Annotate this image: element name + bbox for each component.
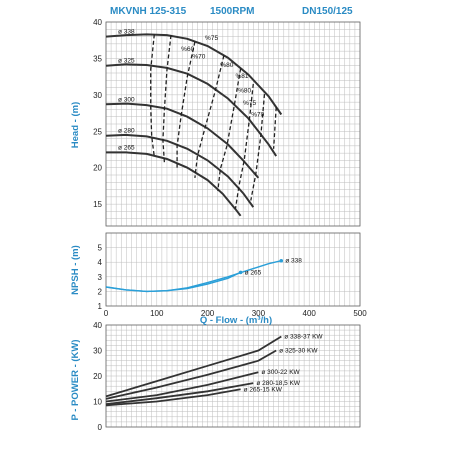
power-curve [105,349,277,400]
head-axis-label: Head - (m) [70,102,81,148]
efficiency-label: %81 [236,73,249,80]
head-curve-label: ø 325 [118,58,135,65]
power-curve-label: ø 265-15 KW [244,386,283,393]
efficiency-label: %70 [251,112,264,119]
head-curve [105,63,278,157]
y-tick-label: 30 [93,91,102,100]
x-axis-label: Q - Flow - (m³/h) [200,315,272,326]
npsh-curve-label: ø 265 [245,269,262,276]
y-tick-label: 3 [98,273,103,282]
efficiency-line [176,41,196,170]
speed-title: 1500RPM [210,6,254,17]
y-tick-label: 40 [93,18,102,27]
model-title: MKVNH 125-315 [110,6,187,17]
efficiency-line [150,34,155,157]
head-curve-label: ø 338 [118,29,135,36]
y-tick-label: 20 [93,372,102,381]
efficiency-line [250,94,266,201]
efficiency-label: %60 [181,46,194,53]
data-layer [105,33,284,407]
power-curve [105,382,254,405]
head-curve [106,151,242,217]
x-tick-label: 300 [252,309,266,318]
x-tick-label: 200 [201,309,215,318]
efficiency-label: %80 [238,88,251,95]
y-tick-label: 1 [98,302,103,311]
power-curve [105,371,259,403]
y-tick-label: 35 [93,54,102,63]
power-curve-label: ø 325-30 KW [279,348,318,355]
x-tick-label: 500 [353,309,367,318]
x-tick-label: 100 [150,309,164,318]
efficiency-label: %80 [220,62,233,69]
y-tick-label: 2 [98,287,103,296]
power-curve [105,335,282,398]
efficiency-line [194,55,225,178]
npsh-curve [105,260,282,293]
npsh-curve-end-marker [279,258,284,263]
head-curve [105,102,260,179]
power-curve-label: ø 280-18,5 KW [256,380,301,387]
efficiency-line [162,35,172,163]
power-curve-label: ø 338-37 KW [284,333,323,340]
plot-frame [105,232,361,307]
efficiency-label: %70 [192,53,205,60]
head-curve-label: ø 300 [118,96,135,103]
efficiency-label: %75 [243,100,256,107]
efficiency-line [272,107,277,149]
y-tick-label: 0 [98,423,103,432]
head-curve-label: ø 265 [118,144,135,151]
head-curve [105,33,283,116]
y-tick-label: 40 [93,321,102,330]
y-tick-label: 25 [93,127,102,136]
y-tick-label: 20 [93,164,102,173]
power-axis-label: P - POWER - (KW) [70,339,81,420]
plot-frame [105,21,361,227]
y-tick-label: 10 [93,398,102,407]
head-curve-label: ø 280 [118,128,135,135]
plot-frame [105,324,361,428]
npsh-curve-label: ø 338 [285,258,302,265]
efficiency-label: %75 [205,35,218,42]
npsh-axis-label: NPSH - (m) [70,245,81,295]
y-tick-label: 30 [93,347,102,356]
power-curve-label: ø 300-22 KW [261,369,300,376]
x-tick-label: 0 [104,309,109,318]
x-tick-label: 400 [303,309,317,318]
efficiency-line [217,68,242,192]
flange-title: DN150/125 [302,6,353,17]
y-tick-label: 5 [98,244,103,253]
grid-layer [105,21,361,428]
y-tick-label: 4 [98,258,103,267]
y-tick-label: 15 [93,200,102,209]
power-curve [105,388,241,407]
